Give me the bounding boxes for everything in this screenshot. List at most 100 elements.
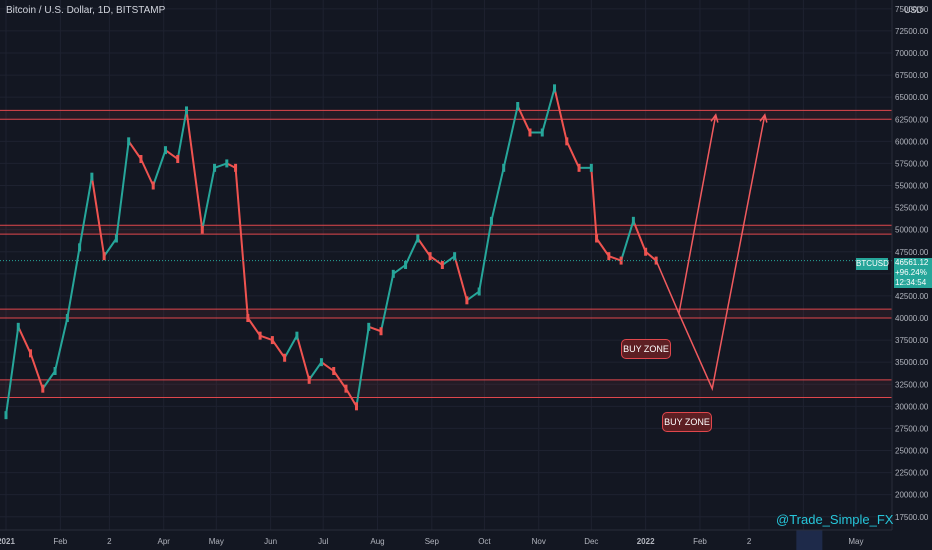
price-segment bbox=[368, 325, 382, 333]
candle-mark bbox=[185, 106, 189, 115]
candle-mark bbox=[553, 84, 557, 93]
candle-mark bbox=[319, 358, 323, 367]
x-tick-label: Sep bbox=[425, 537, 440, 546]
price-segment bbox=[355, 326, 370, 407]
price-segment bbox=[29, 353, 44, 389]
symbol-title[interactable]: Bitcoin / U.S. Dollar, 1D, BITSTAMP bbox=[6, 5, 166, 16]
candle-mark bbox=[589, 163, 593, 172]
price-segment bbox=[441, 255, 456, 266]
price-segment bbox=[54, 317, 69, 372]
price-segment bbox=[345, 388, 358, 407]
candle-mark bbox=[344, 384, 348, 393]
price-segment bbox=[41, 370, 56, 390]
bar-countdown: 12:34:54 bbox=[895, 278, 927, 287]
projection-arrowhead bbox=[710, 113, 719, 123]
price-segment bbox=[152, 149, 167, 186]
candle-mark bbox=[29, 349, 33, 358]
candle-mark bbox=[139, 155, 143, 163]
price-segment bbox=[115, 141, 130, 239]
candle-mark bbox=[391, 269, 395, 278]
price-segment bbox=[553, 88, 568, 142]
price-segment bbox=[565, 140, 580, 169]
y-tick-label: 72500.00 bbox=[895, 27, 929, 36]
candle-mark bbox=[540, 128, 544, 137]
y-tick-label: 32500.00 bbox=[895, 380, 929, 389]
x-tick-label: Dec bbox=[584, 537, 598, 546]
price-segment bbox=[127, 140, 142, 160]
y-tick-label: 60000.00 bbox=[895, 137, 929, 146]
support-resistance-zone bbox=[0, 309, 892, 318]
candle-mark bbox=[283, 353, 287, 362]
candle-mark bbox=[53, 367, 57, 375]
y-tick-label: 57500.00 bbox=[895, 159, 929, 168]
price-segment bbox=[590, 167, 598, 239]
candle-mark bbox=[453, 252, 457, 261]
price-segment bbox=[103, 237, 118, 257]
candle-mark bbox=[440, 261, 444, 269]
candle-mark bbox=[246, 314, 250, 322]
candle-mark bbox=[516, 102, 520, 110]
candle-mark bbox=[416, 234, 420, 243]
candle-mark bbox=[151, 181, 155, 190]
price-segment bbox=[201, 167, 216, 230]
x-tick-label: Apr bbox=[157, 537, 170, 546]
last-price: 46561.12 bbox=[895, 258, 929, 267]
candle-mark bbox=[644, 247, 648, 256]
candle-mark bbox=[631, 216, 635, 225]
price-segment bbox=[478, 220, 493, 292]
candle-mark bbox=[565, 137, 569, 146]
candle-mark bbox=[528, 128, 532, 137]
price-segment bbox=[332, 370, 347, 390]
y-tick-label: 75000.00 bbox=[895, 5, 929, 14]
candle-mark bbox=[367, 322, 371, 331]
candle-mark bbox=[332, 367, 336, 375]
candle-mark bbox=[577, 163, 581, 172]
price-segment bbox=[308, 361, 323, 381]
price-segment bbox=[271, 339, 286, 359]
y-tick-label: 55000.00 bbox=[895, 182, 929, 191]
candle-mark bbox=[607, 252, 611, 261]
support-resistance-zone bbox=[0, 225, 892, 235]
price-segment bbox=[283, 335, 298, 359]
price-segment bbox=[404, 238, 419, 266]
y-tick-label: 22500.00 bbox=[895, 469, 929, 478]
buy-zone-label[interactable]: BUY ZONE bbox=[662, 412, 712, 432]
currency-label: USD bbox=[904, 5, 924, 15]
candle-mark bbox=[90, 172, 94, 181]
support-resistance-zone bbox=[0, 110, 892, 120]
price-segment bbox=[234, 167, 249, 319]
candle-mark bbox=[465, 296, 469, 305]
candle-mark bbox=[78, 243, 82, 252]
x-tick-label: Feb bbox=[693, 537, 707, 546]
candle-mark bbox=[225, 159, 229, 168]
price-segment bbox=[140, 158, 155, 186]
x-tick-label: 2 bbox=[747, 537, 752, 546]
x-tick-label: Nov bbox=[532, 537, 546, 546]
candle-mark bbox=[65, 314, 69, 322]
projection-path bbox=[678, 114, 766, 392]
x-tick-label: 2 bbox=[107, 537, 112, 546]
candle-mark bbox=[404, 261, 408, 269]
candle-mark bbox=[258, 331, 262, 340]
y-tick-label: 52500.00 bbox=[895, 204, 929, 213]
price-segment bbox=[78, 176, 93, 248]
y-tick-label: 30000.00 bbox=[895, 402, 929, 411]
buy-zone-label[interactable]: BUY ZONE bbox=[621, 339, 671, 359]
x-tick-label: Jun bbox=[264, 537, 277, 546]
candle-mark bbox=[354, 402, 358, 411]
price-segment bbox=[259, 334, 273, 342]
candle-mark bbox=[41, 384, 45, 393]
price-segment bbox=[214, 162, 228, 169]
price-segment bbox=[645, 250, 657, 262]
author-watermark: @Trade_Simple_FX bbox=[776, 512, 894, 527]
candle-mark bbox=[428, 252, 432, 261]
candle-mark bbox=[502, 163, 506, 172]
candle-mark bbox=[102, 252, 106, 261]
price-segment bbox=[320, 361, 335, 372]
price-segment bbox=[502, 105, 519, 169]
x-tick-label: Jul bbox=[318, 537, 328, 546]
price-segment bbox=[595, 237, 610, 257]
price-segment bbox=[176, 110, 188, 160]
price-segment bbox=[90, 176, 106, 257]
